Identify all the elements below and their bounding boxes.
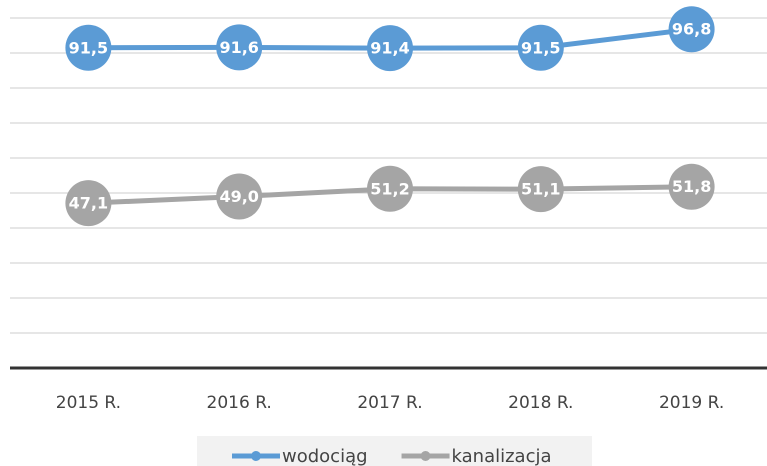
data-label: 51,2 — [370, 179, 409, 198]
legend-marker — [251, 451, 261, 461]
data-label: 91,4 — [370, 39, 409, 58]
x-tick-label: 2016 R. — [207, 393, 272, 413]
data-label: 49,0 — [219, 187, 258, 206]
data-label: 96,8 — [672, 20, 711, 39]
data-label: 47,1 — [69, 194, 108, 213]
data-point — [216, 173, 263, 220]
legend: wodociąg kanalizacja — [197, 436, 592, 466]
data-point — [517, 24, 564, 71]
x-tick-label: 2018 R. — [508, 393, 573, 413]
data-point — [65, 24, 112, 71]
legend-label: kanalizacja — [452, 446, 552, 466]
legend-box — [197, 436, 592, 466]
data-point — [668, 6, 715, 53]
data-label: 91,5 — [521, 38, 560, 57]
data-point — [65, 180, 112, 227]
x-tick-label: 2015 R. — [56, 393, 121, 413]
legend-marker — [420, 451, 431, 461]
data-label: 51,8 — [672, 177, 711, 196]
data-label: 91,5 — [69, 38, 108, 57]
x-tick-label: 2017 R. — [357, 393, 422, 413]
data-label: 91,6 — [219, 38, 258, 57]
data-point — [517, 166, 564, 213]
data-point — [367, 165, 413, 212]
legend-label: wodociąg — [282, 446, 368, 466]
data-point — [668, 163, 715, 210]
data-point — [216, 24, 263, 71]
x-tick-label: 2019 R. — [659, 393, 724, 413]
data-point — [367, 25, 413, 72]
data-label: 51,1 — [521, 180, 560, 199]
